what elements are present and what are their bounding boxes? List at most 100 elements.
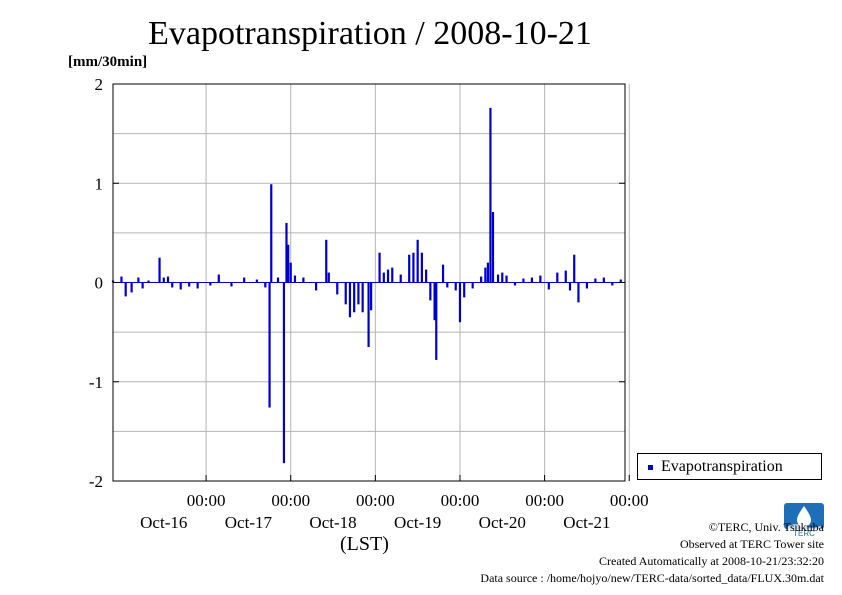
- bar: [425, 269, 428, 283]
- footer-copyright: ©TERC, Univ. Tsukuba: [708, 520, 824, 534]
- bar: [196, 282, 199, 289]
- x-tick-time: 00:00: [441, 491, 480, 510]
- bar: [166, 276, 170, 283]
- bar: [378, 252, 381, 283]
- bar: [446, 282, 449, 288]
- bar: [344, 282, 347, 305]
- bar: [158, 257, 161, 283]
- bar: [188, 282, 191, 287]
- bar: [325, 239, 328, 283]
- x-tick-time: 00:00: [187, 491, 226, 510]
- bar: [454, 282, 457, 291]
- bar: [491, 212, 495, 283]
- bar: [505, 275, 508, 283]
- x-axis-ticks: 00:00Oct-1600:00Oct-1700:00Oct-1800:00Oc…: [140, 475, 649, 532]
- bar: [594, 278, 597, 283]
- bar: [412, 252, 415, 283]
- bar: [484, 267, 487, 283]
- bar: [217, 274, 220, 283]
- y-axis-unit-label: [mm/30min]: [68, 54, 148, 70]
- bar: [420, 252, 423, 283]
- logo-text: TERC: [793, 529, 815, 537]
- bar: [230, 282, 233, 287]
- x-tick-time: 00:00: [525, 491, 564, 510]
- bar: [391, 267, 394, 283]
- bar: [336, 282, 339, 295]
- y-tick-label: 1: [95, 174, 104, 193]
- bar: [602, 277, 605, 283]
- bar: [327, 272, 330, 283]
- bar: [147, 280, 150, 283]
- bar: [370, 282, 373, 311]
- legend-swatch: [648, 465, 653, 470]
- x-tick-date: Oct-16: [140, 513, 187, 532]
- bar: [243, 277, 246, 283]
- y-tick-label: -1: [89, 373, 103, 392]
- bar: [441, 264, 445, 283]
- bar: [120, 276, 123, 283]
- bar: [433, 282, 436, 321]
- bar: [619, 279, 622, 283]
- bar: [399, 274, 402, 283]
- bar: [302, 277, 305, 283]
- bar: [255, 279, 258, 283]
- y-tick-label: 0: [95, 274, 104, 293]
- x-tick-time: 00:00: [271, 491, 310, 510]
- bar: [530, 277, 534, 283]
- x-tick-time: 00:00: [356, 491, 395, 510]
- x-tick-date: Oct-20: [479, 513, 526, 532]
- bar: [293, 275, 297, 283]
- bar: [124, 282, 127, 297]
- bar: [564, 270, 567, 283]
- bar: [268, 282, 271, 408]
- bar: [348, 282, 352, 318]
- bar: [463, 282, 466, 298]
- bar: [382, 272, 385, 283]
- x-tick-date: Oct-21: [563, 513, 610, 532]
- bar: [179, 282, 182, 290]
- bar: [471, 282, 474, 289]
- bar: [416, 239, 419, 283]
- bar: [611, 282, 614, 286]
- bar: [276, 277, 280, 283]
- x-tick-date: Oct-17: [225, 513, 273, 532]
- bar: [270, 184, 273, 283]
- bar: [458, 282, 462, 323]
- bar: [141, 282, 144, 289]
- x-tick-date: Oct-19: [394, 513, 441, 532]
- footer-observed: Observed at TERC Tower site: [679, 537, 824, 551]
- bar: [171, 282, 174, 288]
- bar: [162, 277, 165, 283]
- bar: [496, 274, 500, 283]
- legend: Evapotranspiration: [637, 453, 822, 480]
- chart-title: Evapotranspiration / 2008-10-21: [148, 15, 592, 52]
- x-axis-label: (LST): [340, 533, 389, 555]
- bar: [137, 277, 140, 283]
- bar: [429, 282, 432, 301]
- bar: [539, 275, 542, 283]
- bar: [573, 254, 576, 283]
- bar: [408, 254, 411, 283]
- bar: [501, 272, 504, 283]
- y-tick-label: -2: [89, 472, 103, 491]
- bar: [486, 262, 490, 283]
- bar: [480, 276, 483, 283]
- footer-source: Data source : /home/hojyo/new/TERC-data/…: [480, 571, 824, 585]
- footer-created: Created Automatically at 2008-10-21/23:3…: [599, 554, 824, 568]
- legend-label: Evapotranspiration: [661, 458, 783, 475]
- bar: [264, 282, 267, 288]
- x-tick-time: 00:00: [610, 491, 649, 510]
- bar: [577, 282, 580, 303]
- bar: [353, 282, 356, 313]
- grid-lines: [113, 84, 630, 481]
- bar: [513, 282, 517, 286]
- bar: [547, 282, 550, 290]
- bar: [357, 282, 360, 305]
- bar: [435, 282, 438, 360]
- bar: [568, 282, 572, 291]
- terc-logo-icon: TERC: [784, 503, 824, 537]
- bar: [285, 222, 288, 283]
- bar: [585, 282, 589, 289]
- bar: [522, 278, 525, 283]
